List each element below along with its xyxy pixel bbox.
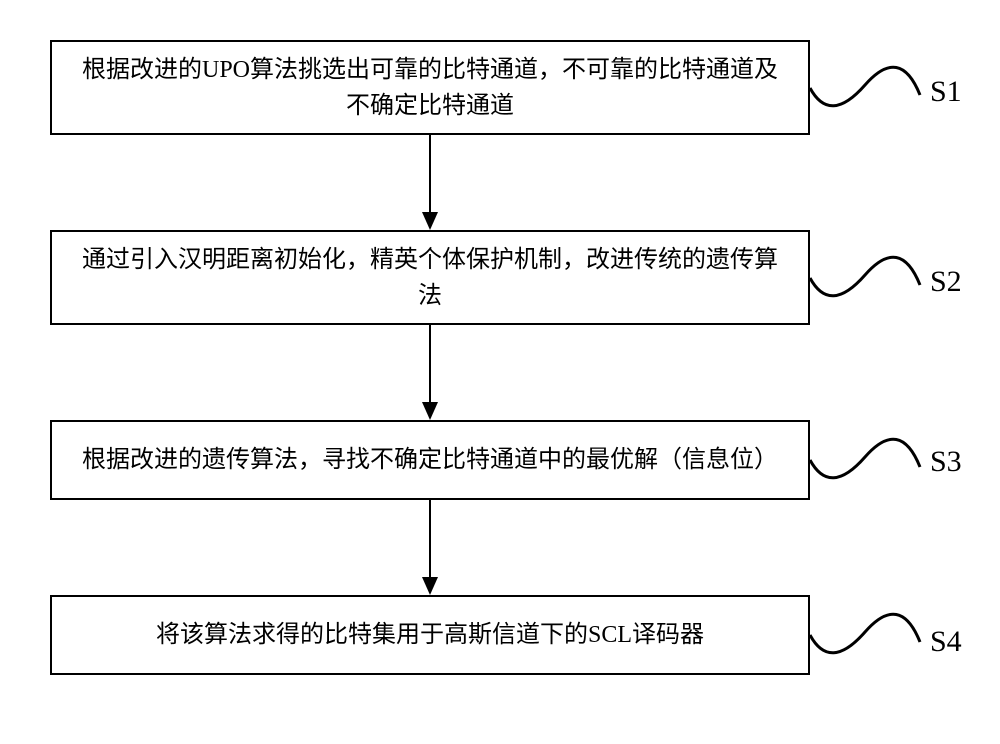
connector-s2 — [810, 257, 920, 296]
arrow-line-3 — [429, 500, 431, 577]
arrow-line-2 — [429, 325, 431, 402]
step-text: 将该算法求得的比特集用于高斯信道下的SCL译码器 — [156, 617, 704, 653]
step-label-s1: S1 — [930, 75, 962, 109]
label-text: S1 — [930, 75, 962, 108]
step-label-s2: S2 — [930, 265, 962, 299]
step-text: 根据改进的遗传算法，寻找不确定比特通道中的最优解（信息位） — [82, 442, 778, 478]
arrow-line-1 — [429, 135, 431, 212]
step-box-s2: 通过引入汉明距离初始化，精英个体保护机制，改进传统的遗传算法 — [50, 230, 810, 325]
label-text: S4 — [930, 625, 962, 658]
connector-s1 — [810, 67, 920, 106]
step-label-s4: S4 — [930, 625, 962, 659]
connector-s4 — [810, 614, 920, 653]
arrow-head-2 — [422, 402, 438, 420]
arrow-head-1 — [422, 212, 438, 230]
step-text: 通过引入汉明距离初始化，精英个体保护机制，改进传统的遗传算法 — [72, 242, 788, 314]
step-text: 根据改进的UPO算法挑选出可靠的比特通道，不可靠的比特通道及不确定比特通道 — [72, 52, 788, 124]
step-box-s3: 根据改进的遗传算法，寻找不确定比特通道中的最优解（信息位） — [50, 420, 810, 500]
step-label-s3: S3 — [930, 445, 962, 479]
step-box-s4: 将该算法求得的比特集用于高斯信道下的SCL译码器 — [50, 595, 810, 675]
label-text: S3 — [930, 445, 962, 478]
label-text: S2 — [930, 265, 962, 298]
connector-s3 — [810, 439, 920, 478]
arrow-head-3 — [422, 577, 438, 595]
step-box-s1: 根据改进的UPO算法挑选出可靠的比特通道，不可靠的比特通道及不确定比特通道 — [50, 40, 810, 135]
flowchart-canvas: 根据改进的UPO算法挑选出可靠的比特通道，不可靠的比特通道及不确定比特通道 通过… — [0, 0, 1000, 744]
